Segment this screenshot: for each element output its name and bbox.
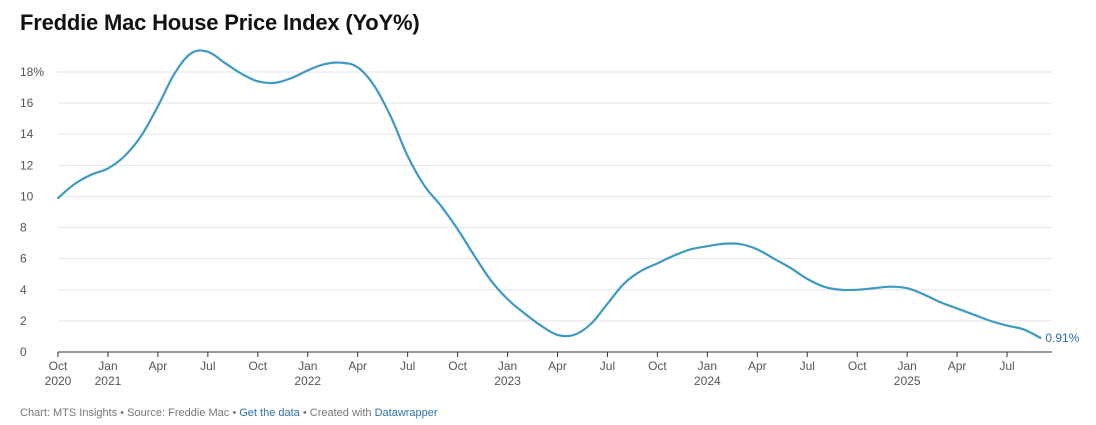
- x-tick-year-label: 2023: [494, 374, 521, 388]
- x-tick-label: Jan: [897, 359, 916, 373]
- x-tick-year-label: 2025: [894, 374, 921, 388]
- x-tick-label: Apr: [748, 359, 767, 373]
- x-tick-label: Oct: [248, 359, 267, 373]
- footer-separator: •: [117, 407, 128, 419]
- x-tick-label: Jul: [200, 359, 215, 373]
- x-tick-label: Apr: [548, 359, 567, 373]
- x-tick-year-label: 2020: [45, 374, 72, 388]
- end-value-label: 0.91%: [1045, 331, 1079, 345]
- x-tick-label: Oct: [49, 359, 68, 373]
- x-tick-year-label: 2024: [694, 374, 721, 388]
- source-text: Source: Freddie Mac: [127, 407, 230, 419]
- x-tick-label: Jul: [400, 359, 415, 373]
- x-tick-year-label: 2021: [95, 374, 122, 388]
- chart-credit: Chart: MTS Insights: [20, 407, 118, 419]
- y-tick-label: 6: [20, 252, 27, 266]
- x-tick-label: Jan: [498, 359, 517, 373]
- gridlines: [58, 71, 1052, 322]
- y-tick-label: 14: [20, 127, 34, 141]
- x-tick-label: Apr: [948, 359, 967, 373]
- y-tick-label: 0: [20, 345, 27, 359]
- x-tick-label: Jul: [999, 359, 1014, 373]
- y-axis-ticks: 0 2 4 6 8 10 12 14 16 18%: [20, 65, 44, 359]
- x-tick-year-label: 2022: [294, 374, 321, 388]
- x-tick-label: Jan: [698, 359, 717, 373]
- x-tick-label: Oct: [848, 359, 867, 373]
- x-tick-label: Apr: [348, 359, 367, 373]
- x-tick-label: Oct: [448, 359, 467, 373]
- x-tick-label: Oct: [648, 359, 667, 373]
- y-tick-label: 8: [20, 221, 27, 235]
- y-tick-label: 18%: [20, 65, 44, 79]
- created-with-text: Created with: [309, 407, 372, 419]
- y-tick-label: 16: [20, 96, 34, 110]
- datawrapper-link[interactable]: Datawrapper: [374, 407, 438, 419]
- series-line: [56, 49, 1042, 339]
- x-tick-label: Jul: [600, 359, 615, 373]
- y-tick-label: 4: [20, 283, 27, 297]
- y-tick-label: 2: [20, 314, 27, 328]
- get-data-link[interactable]: Get the data: [239, 407, 300, 419]
- x-tick-label: Jul: [800, 359, 815, 373]
- x-tick-label: Apr: [149, 359, 168, 373]
- footer-separator: •: [299, 407, 310, 419]
- y-tick-label: 10: [20, 189, 34, 203]
- chart-footer: Chart: MTS Insights • Source: Freddie Ma…: [20, 407, 438, 419]
- chart-title: Freddie Mac House Price Index (YoY%): [20, 10, 420, 35]
- x-tick-label: Jan: [298, 359, 317, 373]
- x-tick-label: Jan: [98, 359, 117, 373]
- y-tick-label: 12: [20, 158, 34, 172]
- footer-separator: •: [229, 407, 240, 419]
